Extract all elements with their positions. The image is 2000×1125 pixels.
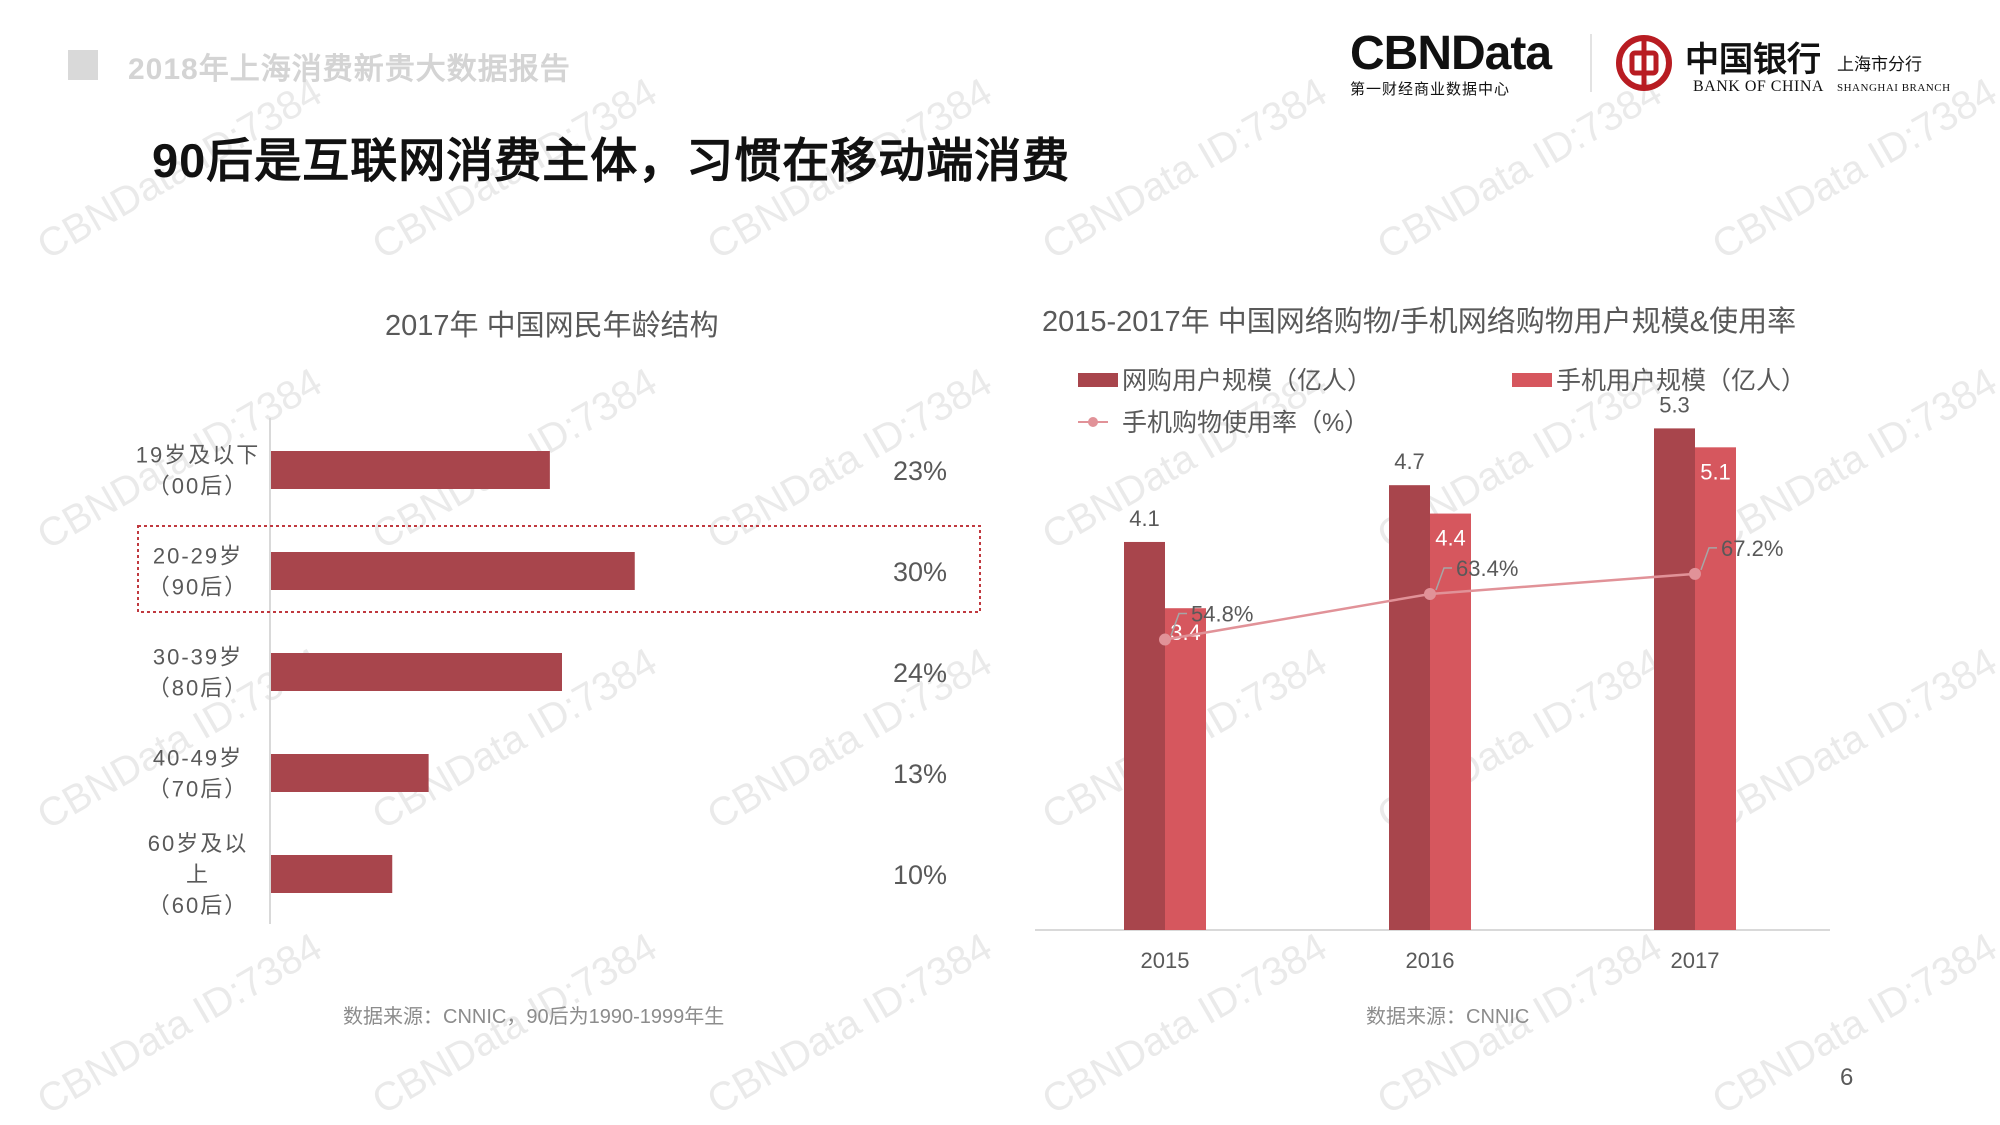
- legend-item: 手机购物使用率（%）: [1078, 409, 1369, 437]
- shopping-chart-source: 数据来源：CNNIC: [1366, 1006, 1530, 1028]
- age-category-label: （80后）: [148, 676, 248, 701]
- cbndata-logo-subtitle: 第一财经商业数据中心: [1350, 81, 1511, 98]
- usage-rate-leader-line: [1435, 567, 1452, 591]
- x-tick-label: 2015: [1141, 948, 1190, 973]
- age-category-label: （60后）: [148, 893, 248, 918]
- online-shopping-bar: [1654, 428, 1695, 930]
- age-value-label: 10%: [893, 860, 947, 890]
- bank-of-china-logo-en: BANK OF CHINA: [1693, 78, 1824, 95]
- age-category-label: （70后）: [148, 777, 248, 802]
- age-bar: [271, 855, 393, 893]
- bar-value-label: 4.7: [1394, 449, 1425, 474]
- usage-rate-label: 63.4%: [1456, 556, 1518, 581]
- age-chart-title: 2017年 中国网民年龄结构: [385, 310, 719, 342]
- bank-of-china-emblem-icon: [1616, 35, 1672, 91]
- age-value-label: 13%: [893, 759, 947, 789]
- legend-swatch: [1512, 373, 1552, 387]
- age-bar: [271, 754, 429, 792]
- highlight-box: [137, 525, 981, 613]
- bar-value-label: 4.1: [1129, 506, 1160, 531]
- age-bar: [271, 552, 635, 590]
- usage-rate-label: 54.8%: [1191, 602, 1253, 627]
- legend-swatch: [1078, 373, 1118, 387]
- logo-divider: [1590, 34, 1592, 92]
- online-shopping-bar: [1124, 541, 1165, 930]
- legend-marker: [1088, 417, 1098, 427]
- age-value-label: 30%: [893, 557, 947, 587]
- legend-label: 手机购物使用率（%）: [1122, 409, 1369, 437]
- x-tick-label: 2016: [1406, 948, 1455, 973]
- legend-label: 手机用户规模（亿人）: [1556, 367, 1806, 395]
- age-chart-source: 数据来源：CNNIC，90后为1990-1999年生: [343, 1006, 725, 1028]
- usage-rate-leader-line: [1700, 547, 1717, 571]
- legend-label: 网购用户规模（亿人）: [1122, 367, 1372, 395]
- legend-item: 手机用户规模（亿人）: [1512, 367, 1806, 395]
- watermark-text: CBNData ID:7384: [700, 924, 1000, 1124]
- mobile-shopping-bar: [1695, 447, 1736, 930]
- usage-rate-point: [1689, 567, 1701, 580]
- watermark-text: CBNData ID:7384: [30, 924, 330, 1124]
- age-category-label: 30-39岁: [153, 645, 243, 670]
- age-bar: [271, 451, 550, 489]
- legend-item: 网购用户规模（亿人）: [1078, 367, 1372, 395]
- age-category-label: 上: [186, 862, 210, 887]
- bar-value-label: 5.1: [1700, 459, 1731, 484]
- x-tick-label: 2017: [1671, 948, 1720, 973]
- bar-value-label: 5.3: [1659, 392, 1690, 417]
- cbndata-logo-text: CBNData: [1350, 27, 1552, 80]
- bank-of-china-logo-cn: 中国银行: [1685, 40, 1821, 80]
- mobile-shopping-bar: [1165, 608, 1206, 930]
- age-category-label: 20-29岁: [153, 544, 243, 569]
- bank-branch-cn: 上海市分行: [1837, 55, 1922, 75]
- page-title: 90后是互联网消费主体，习惯在移动端消费: [152, 134, 1071, 187]
- cbndata-logo: CBNData 第一财经商业数据中心: [1350, 27, 1552, 99]
- age-category-label: （90后）: [148, 575, 248, 600]
- age-bar: [271, 653, 562, 691]
- bank-of-china-logo: 中国银行 BANK OF CHINA 上海市分行 SHANGHAI BRANCH: [1615, 30, 1985, 100]
- age-value-label: 24%: [893, 658, 947, 688]
- online-shopping-bar: [1389, 485, 1430, 930]
- usage-rate-leader-line: [1170, 612, 1187, 636]
- age-structure-chart: 23% 19岁及以下 （00后） 30% 20-29岁 （90后） 24% 30-39岁 （80…: [136, 418, 981, 924]
- age-value-label: 23%: [893, 456, 947, 486]
- shopping-chart-title: 2015-2017年 中国网络购物/手机网络购物用户规模&使用率: [1042, 306, 1797, 338]
- bank-branch-en: SHANGHAI BRANCH: [1837, 82, 1951, 94]
- usage-rate-point: [1424, 587, 1436, 600]
- report-title: 2018年上海消费新贵大数据报告: [128, 53, 571, 86]
- bar-value-label: 4.4: [1435, 526, 1466, 551]
- mobile-shopping-bar: [1430, 513, 1471, 930]
- report-marker-square: [68, 50, 98, 80]
- age-category-label: 40-49岁: [153, 746, 243, 771]
- page-number: 6: [1840, 1064, 1854, 1091]
- online-shopping-chart: 网购用户规模（亿人） 手机用户规模（亿人）手机购物使用率（%）4.13.42015…: [1035, 367, 1830, 973]
- usage-rate-point: [1159, 633, 1171, 646]
- age-category-label: 19岁及以下: [136, 443, 260, 468]
- watermark-text: CBNData ID:7384: [1035, 69, 1335, 269]
- age-category-label: （00后）: [148, 474, 248, 499]
- usage-rate-label: 67.2%: [1721, 536, 1783, 561]
- age-category-label: 60岁及以: [148, 831, 248, 856]
